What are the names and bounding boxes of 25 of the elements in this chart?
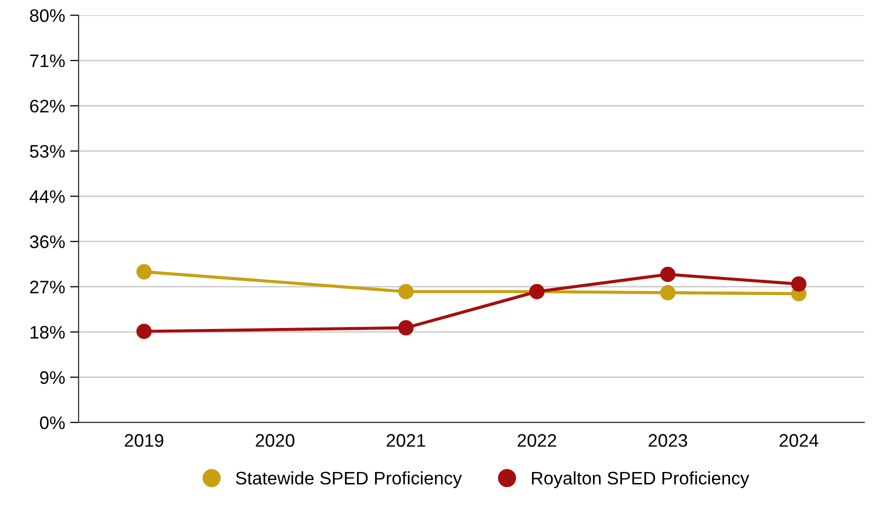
point <box>660 285 676 300</box>
y-tick-label: 36% <box>30 235 65 248</box>
legend-label: Royalton SPED Proficiency <box>532 471 750 488</box>
x-tick-label: 2023 <box>648 434 688 447</box>
point <box>398 320 414 336</box>
y-tick-label: 18% <box>30 326 65 339</box>
x-tick-label: 2024 <box>780 434 818 447</box>
point <box>791 276 806 292</box>
y-tick-label: 62% <box>30 100 65 112</box>
point <box>398 284 414 300</box>
y-tick-label: 53% <box>30 144 65 158</box>
x-tick-label: 2020 <box>256 434 294 447</box>
x-tick-label: 2019 <box>124 434 164 447</box>
x-tick-label: 2021 <box>386 434 426 447</box>
y-tick-label: 0% <box>40 416 65 430</box>
x-tick-label: 2022 <box>518 434 556 447</box>
point <box>136 324 152 339</box>
y-tick-label: 27% <box>30 280 65 294</box>
point <box>660 266 676 282</box>
point <box>136 264 152 280</box>
y-tick-label: 44% <box>30 190 65 203</box>
y-tick-label: 71% <box>30 54 65 68</box>
y-tick-label: 80% <box>30 9 65 22</box>
y-tick-label: 9% <box>40 371 65 384</box>
legend-label: Statewide SPED Proficiency <box>236 471 462 488</box>
